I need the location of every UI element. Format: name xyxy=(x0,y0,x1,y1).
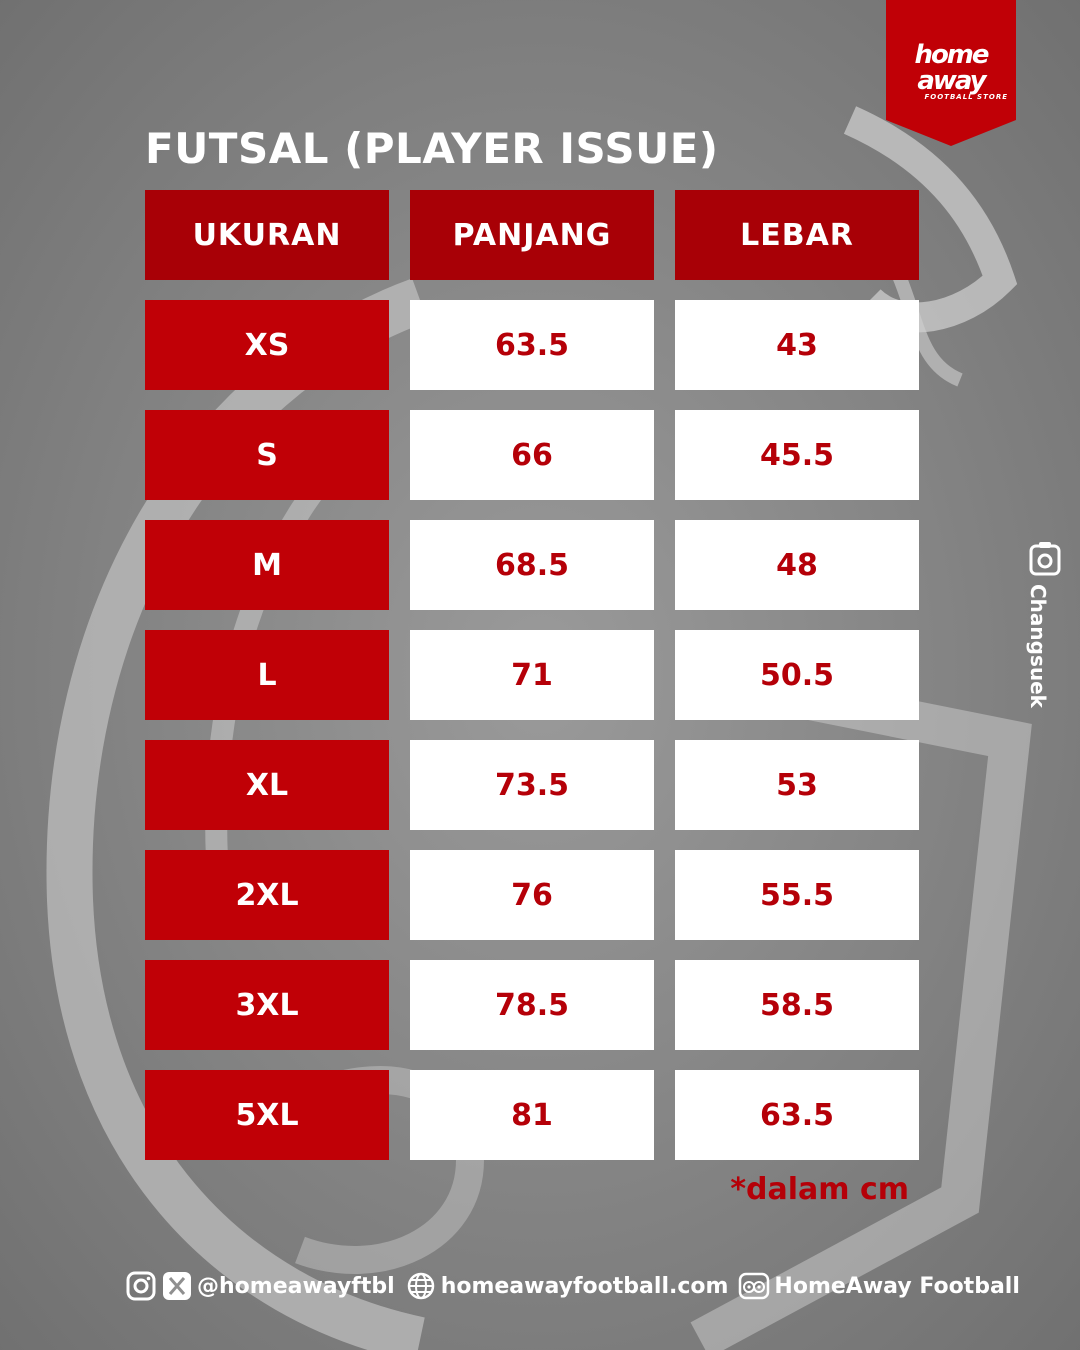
table-row: L 71 50.5 xyxy=(145,630,919,720)
table-header-row: UKURAN PANJANG LEBAR xyxy=(145,190,919,280)
size-cell: S xyxy=(145,410,389,500)
size-cell: 5XL xyxy=(145,1070,389,1160)
length-cell: 73.5 xyxy=(410,740,654,830)
header-panjang: PANJANG xyxy=(410,190,654,280)
size-cell: XL xyxy=(145,740,389,830)
tripadvisor-icon[interactable] xyxy=(738,1270,770,1302)
width-cell: 55.5 xyxy=(675,850,919,940)
size-cell: 2XL xyxy=(145,850,389,940)
header-ukuran: UKURAN xyxy=(145,190,389,280)
width-cell: 43 xyxy=(675,300,919,390)
table-row: XS 63.5 43 xyxy=(145,300,919,390)
photo-credit-text: Changsuek xyxy=(1026,584,1050,708)
length-cell: 66 xyxy=(410,410,654,500)
camera-icon xyxy=(1029,542,1061,576)
length-cell: 68.5 xyxy=(410,520,654,610)
width-cell: 45.5 xyxy=(675,410,919,500)
length-cell: 76 xyxy=(410,850,654,940)
table-row: M 68.5 48 xyxy=(145,520,919,610)
social-handle-link[interactable]: @homeawayftbl xyxy=(197,1273,395,1299)
table-row: S 66 45.5 xyxy=(145,410,919,500)
globe-icon xyxy=(407,1272,434,1300)
table-row: XL 73.5 53 xyxy=(145,740,919,830)
brand-logo-subtext: FOOTBALL STORE xyxy=(924,93,1008,101)
width-cell: 50.5 xyxy=(675,630,919,720)
page-title: FUTSAL (PLAYER ISSUE) xyxy=(145,124,719,173)
width-cell: 58.5 xyxy=(675,960,919,1050)
table-row: 5XL 81 63.5 xyxy=(145,1070,919,1160)
length-cell: 81 xyxy=(410,1070,654,1160)
size-cell: 3XL xyxy=(145,960,389,1050)
width-cell: 53 xyxy=(675,740,919,830)
width-cell: 48 xyxy=(675,520,919,610)
unit-note: *dalam cm xyxy=(730,1172,909,1207)
brand-tag-shape xyxy=(886,0,1016,146)
size-cell: L xyxy=(145,630,389,720)
header-lebar: LEBAR xyxy=(675,190,919,280)
table-row: 3XL 78.5 58.5 xyxy=(145,960,919,1050)
length-cell: 71 xyxy=(410,630,654,720)
footer-contacts: @homeawayftbl homeawayfootball.com HomeA… xyxy=(125,1266,1030,1306)
brand-logo-tag: home away FOOTBALL STORE xyxy=(886,0,1016,146)
size-cell: M xyxy=(145,520,389,610)
photo-credit: Changsuek xyxy=(1024,540,1064,720)
table-row: 2XL 76 55.5 xyxy=(145,850,919,940)
length-cell: 78.5 xyxy=(410,960,654,1050)
length-cell: 63.5 xyxy=(410,300,654,390)
brand-logo-text: home away xyxy=(914,40,989,96)
tripadvisor-link[interactable]: HomeAway Football xyxy=(774,1273,1020,1299)
instagram-icon[interactable] xyxy=(125,1270,157,1302)
x-twitter-icon[interactable] xyxy=(161,1270,193,1302)
size-cell: XS xyxy=(145,300,389,390)
website-link[interactable]: homeawayfootball.com xyxy=(440,1273,729,1299)
width-cell: 63.5 xyxy=(675,1070,919,1160)
